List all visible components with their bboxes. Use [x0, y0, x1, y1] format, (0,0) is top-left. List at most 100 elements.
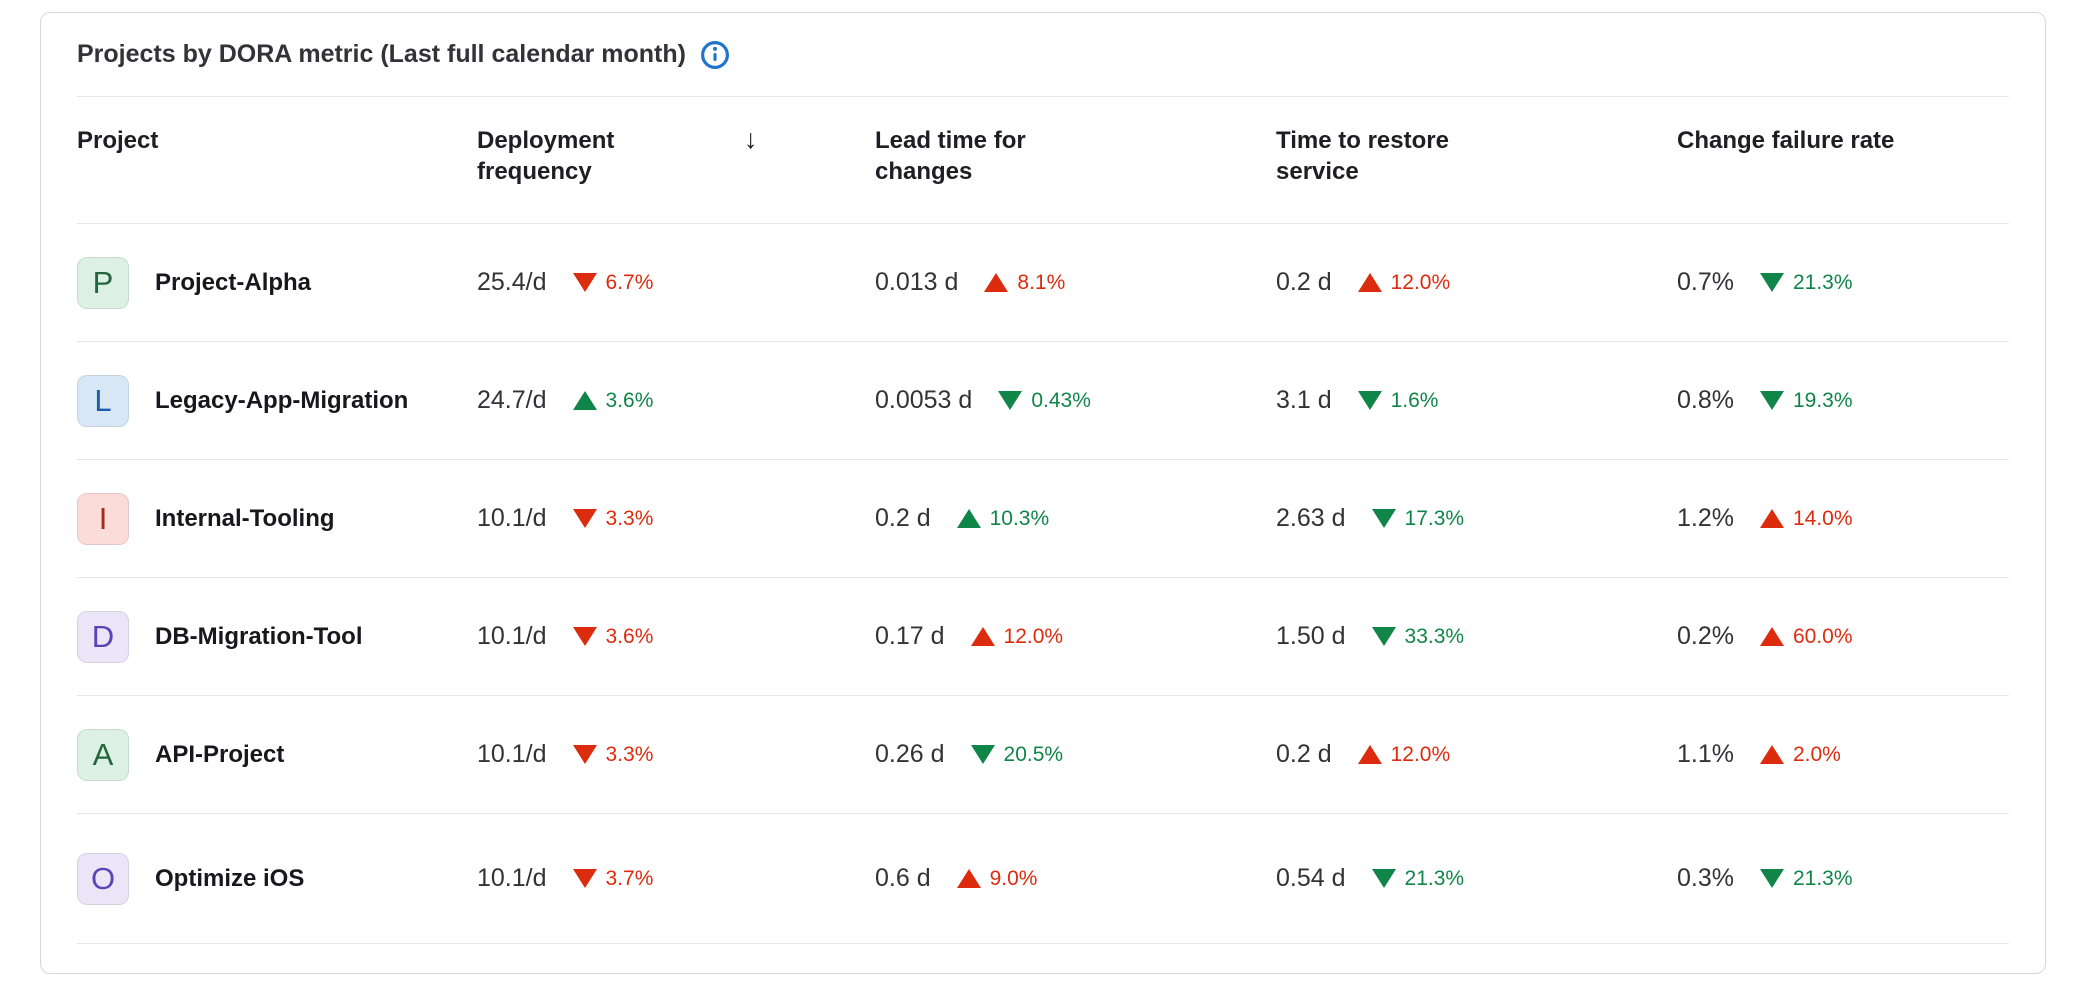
project-name[interactable]: API-Project — [155, 740, 285, 768]
project-link[interactable]: D DB-Migration-Tool — [77, 610, 477, 663]
metric-value: 25.4/d — [477, 268, 547, 296]
metric-value: 0.17 d — [875, 622, 945, 650]
project-avatar[interactable]: L — [77, 374, 129, 427]
trend-triangle-icon — [970, 745, 995, 764]
trend-change: 2.0% — [1792, 742, 1841, 766]
trend-change: 12.0% — [1390, 742, 1451, 766]
trend-indicator: 3.3% — [572, 742, 654, 767]
metric-value: 1.2% — [1677, 504, 1734, 532]
column-header-deployment-frequency[interactable]: Deployment frequency ↓ — [477, 124, 758, 186]
trend-indicator: 1.6% — [1357, 389, 1438, 413]
trend-indicator: 21.3% — [1759, 270, 1853, 295]
metric-cell-change-failure-rate: 1.1% 2.0% — [1677, 740, 2009, 769]
metric-value: 0.54 d — [1276, 864, 1346, 892]
trend-change: 3.6% — [605, 388, 654, 412]
table-row: O Optimize iOS 10.1/d 3.7% 0.6 d 9.0% 0.… — [77, 814, 2009, 944]
trend-triangle-icon — [572, 509, 597, 528]
trend-indicator: 0.43% — [998, 389, 1091, 413]
metric-cell-time-to-restore: 3.1 d 1.6% — [1276, 386, 1677, 415]
metric-cell-lead-time: 0.6 d 9.0% — [875, 864, 1276, 893]
metric-cell-change-failure-rate: 0.2% 60.0% — [1677, 622, 2009, 651]
trend-change: 3.3% — [605, 506, 654, 530]
project-link[interactable]: O Optimize iOS — [77, 852, 477, 905]
project-avatar[interactable]: I — [77, 492, 129, 545]
project-name[interactable]: Internal-Tooling — [155, 504, 335, 532]
trend-indicator: 14.0% — [1759, 506, 1853, 531]
project-avatar[interactable]: A — [77, 728, 129, 781]
metric-cell-lead-time: 0.26 d 20.5% — [875, 740, 1276, 769]
trend-indicator: 20.5% — [970, 742, 1064, 767]
trend-triangle-icon — [1759, 509, 1784, 528]
trend-change: 12.0% — [1390, 270, 1451, 294]
trend-triangle-icon — [1357, 273, 1382, 292]
trend-triangle-icon — [984, 273, 1009, 292]
column-header-time-to-restore[interactable]: Time to restore service — [1276, 127, 1449, 186]
trend-change: 21.3% — [1404, 866, 1465, 890]
info-icon[interactable] — [700, 40, 730, 70]
project-link[interactable]: A API-Project — [77, 728, 477, 781]
metric-cell-deployment-frequency: 10.1/d 3.3% — [477, 504, 875, 533]
trend-triangle-icon — [998, 391, 1023, 410]
trend-triangle-icon — [956, 509, 981, 528]
project-name[interactable]: Legacy-App-Migration — [155, 386, 409, 414]
trend-triangle-icon — [970, 627, 995, 646]
trend-change: 21.3% — [1792, 270, 1853, 294]
trend-triangle-icon — [572, 391, 597, 410]
page-title: Projects by DORA metric (Last full calen… — [77, 40, 686, 68]
metric-cell-lead-time: 0.013 d 8.1% — [875, 268, 1276, 297]
card-header: Projects by DORA metric (Last full calen… — [77, 13, 2009, 97]
metric-value: 0.2 d — [1276, 268, 1332, 296]
project-name[interactable]: Project-Alpha — [155, 268, 312, 296]
trend-triangle-icon — [1357, 745, 1382, 764]
metric-cell-change-failure-rate: 1.2% 14.0% — [1677, 504, 2009, 533]
trend-triangle-icon — [956, 869, 981, 888]
trend-indicator: 17.3% — [1371, 507, 1464, 531]
metric-value: 0.2 d — [875, 504, 931, 532]
trend-change: 20.5% — [1003, 742, 1064, 766]
metric-value: 0.2 d — [1276, 740, 1332, 768]
sort-descending-icon[interactable]: ↓ — [744, 124, 758, 154]
table-row: P Project-Alpha 25.4/d 6.7% 0.013 d 8.1%… — [77, 224, 2009, 342]
trend-indicator: 3.6% — [572, 625, 653, 649]
project-link[interactable]: L Legacy-App-Migration — [77, 374, 477, 427]
metric-value: 0.7% — [1677, 268, 1734, 296]
project-name[interactable]: DB-Migration-Tool — [155, 622, 363, 650]
trend-change: 3.3% — [605, 742, 654, 766]
trend-change: 12.0% — [1003, 624, 1064, 648]
project-avatar[interactable]: D — [77, 610, 129, 663]
trend-triangle-icon — [1371, 869, 1396, 888]
project-link[interactable]: I Internal-Tooling — [77, 492, 477, 545]
trend-triangle-icon — [572, 869, 597, 888]
column-header-change-failure-rate[interactable]: Change failure rate — [1677, 127, 1895, 154]
project-avatar[interactable]: O — [77, 852, 129, 905]
metric-cell-lead-time: 0.0053 d 0.43% — [875, 386, 1276, 415]
project-name[interactable]: Optimize iOS — [155, 864, 305, 892]
metric-cell-lead-time: 0.2 d 10.3% — [875, 504, 1276, 533]
trend-change: 9.0% — [989, 866, 1038, 890]
trend-indicator: 6.7% — [572, 270, 654, 295]
metric-value: 1.1% — [1677, 740, 1734, 768]
trend-triangle-icon — [1759, 869, 1784, 888]
trend-indicator: 60.0% — [1759, 625, 1853, 649]
trend-indicator: 12.0% — [1357, 270, 1451, 295]
metric-value: 3.1 d — [1276, 386, 1332, 414]
metric-cell-deployment-frequency: 25.4/d 6.7% — [477, 268, 875, 297]
trend-change: 14.0% — [1792, 506, 1853, 530]
project-link[interactable]: P Project-Alpha — [77, 256, 477, 309]
metric-cell-deployment-frequency: 10.1/d 3.3% — [477, 740, 875, 769]
trend-triangle-icon — [572, 627, 597, 646]
metric-value: 0.0053 d — [875, 386, 973, 414]
metric-value: 0.8% — [1677, 386, 1734, 414]
column-header-project[interactable]: Project — [77, 127, 159, 154]
trend-indicator: 10.3% — [956, 507, 1049, 531]
column-header-lead-time[interactable]: Lead time for changes — [875, 127, 1026, 186]
trend-indicator: 8.1% — [984, 271, 1065, 295]
trend-indicator: 21.3% — [1371, 866, 1465, 891]
table-row: D DB-Migration-Tool 10.1/d 3.6% 0.17 d 1… — [77, 578, 2009, 696]
metric-value: 0.013 d — [875, 268, 959, 296]
metric-value: 24.7/d — [477, 386, 547, 414]
trend-indicator: 19.3% — [1759, 389, 1853, 413]
trend-indicator: 12.0% — [1357, 742, 1451, 767]
project-avatar[interactable]: P — [77, 256, 129, 309]
trend-change: 6.7% — [605, 270, 654, 294]
